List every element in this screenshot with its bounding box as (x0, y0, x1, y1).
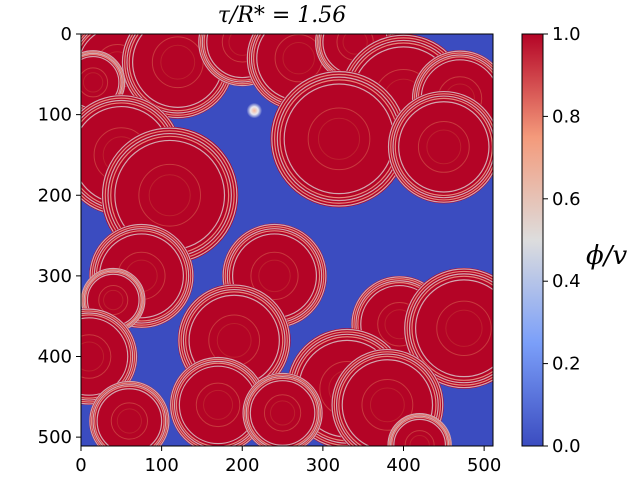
bubble (387, 90, 493, 204)
bubble (270, 70, 408, 208)
x-tick-label: 300 (306, 455, 340, 476)
x-tick-label: 0 (75, 455, 86, 476)
colorbar-tick-label: 0.4 (552, 271, 581, 292)
colorbar-tick-label: 0.0 (552, 436, 581, 457)
bubble (89, 380, 170, 446)
colorbar: 0.0 0.2 0.4 0.6 0.8 1.0 ϕ/v (521, 24, 627, 457)
bubble-layer (81, 34, 493, 446)
colorbar-tick-label: 1.0 (552, 24, 581, 45)
y-tick-label: 0 (61, 24, 72, 45)
x-axis: 0 100 200 300 400 500 (75, 446, 501, 476)
bubble (81, 308, 138, 405)
y-tick-label: 300 (38, 266, 72, 287)
colorbar-tick-label: 0.8 (552, 106, 581, 127)
colorbar-tick-label: 0.6 (552, 189, 581, 210)
plot-frame (80, 33, 494, 447)
heatmap-area (80, 33, 494, 447)
bubble (242, 372, 323, 446)
x-tick-label: 200 (225, 455, 259, 476)
y-tick-label: 200 (38, 185, 72, 206)
colorbar-label: ϕ/v (586, 241, 627, 271)
small-bubble (246, 102, 263, 119)
y-tick-label: 100 (38, 105, 72, 126)
x-tick-label: 400 (386, 455, 420, 476)
colorbar-gradient (521, 33, 544, 447)
x-tick-label: 100 (144, 455, 178, 476)
x-tick-label: 500 (467, 455, 501, 476)
y-axis: 0 100 200 300 400 500 (38, 24, 81, 448)
bubble (403, 267, 493, 389)
y-tick-label: 500 (38, 427, 72, 448)
bubble (387, 412, 452, 446)
colorbar-tick-label: 0.2 (552, 354, 581, 375)
chart-title: τ/R* = 1.56 (218, 3, 347, 28)
colorbar-ticks: 0.0 0.2 0.4 0.6 0.8 1.0 (543, 24, 581, 457)
y-tick-label: 400 (38, 347, 72, 368)
